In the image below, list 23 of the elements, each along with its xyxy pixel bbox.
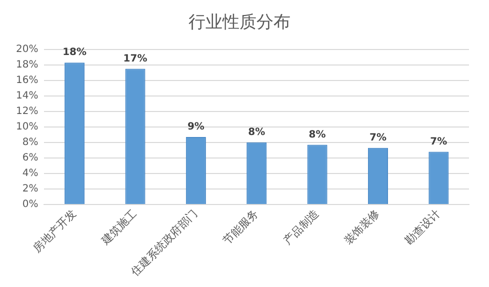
data-label: 7% (430, 136, 448, 148)
y-tick-label: 10% (16, 122, 38, 133)
y-tick-label: 20% (16, 44, 38, 55)
data-label: 8% (248, 127, 266, 138)
x-tick-label: 节能服务 (220, 207, 261, 248)
y-tick-label: 12% (16, 106, 38, 118)
data-label: 8% (308, 129, 326, 140)
y-tick-label: 2% (22, 184, 38, 195)
data-label: 18% (62, 47, 87, 58)
y-tick-label: 16% (16, 75, 38, 86)
x-tick-label: 产品制造 (281, 207, 322, 248)
x-tick-label: 勘查设计 (402, 207, 443, 248)
x-tick-label: 建筑施工 (98, 207, 140, 248)
chart-title: 行业性质分布 (188, 12, 290, 33)
data-label: 7% (369, 132, 386, 144)
y-tick-label: 14% (16, 90, 38, 102)
y-tick-label: 4% (22, 168, 38, 180)
x-tick-label: 装饰装修 (342, 207, 382, 248)
y-tick-label: 8% (22, 137, 38, 148)
data-label: 9% (187, 122, 204, 133)
y-tick-label: 18% (16, 60, 38, 70)
data-label: 17% (123, 53, 148, 64)
y-tick-label: 6% (22, 152, 38, 164)
